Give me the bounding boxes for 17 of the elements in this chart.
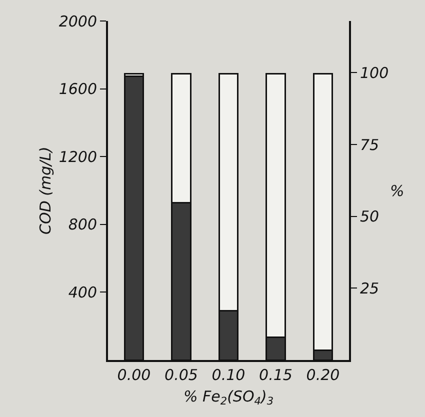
y-axis-title: COD (mg/L) [36, 146, 55, 234]
y-tick-label: 1600 [58, 80, 97, 98]
x-tick-label: 0.20 [306, 366, 340, 384]
y2-tick-label: 100 [360, 64, 389, 82]
x-tick-label: 0.05 [164, 366, 198, 384]
x-tick-label: 0.15 [259, 366, 292, 384]
y-tick-label: 800 [68, 216, 97, 234]
y-tick-label: 2000 [58, 12, 97, 30]
y-tick-label: 1200 [58, 148, 97, 166]
x-axis-title: % Fe$_{2}$(SO$_{4}$)$_{3}$ [184, 388, 274, 408]
x-tick-label: 0.10 [212, 366, 246, 384]
y2-axis-title: % [390, 182, 404, 200]
y-tick-label: 400 [68, 283, 97, 302]
y2-tick-label: 75 [360, 136, 380, 154]
x-tick-label: 0.00 [117, 366, 151, 384]
y2-tick-label: 25 [360, 279, 380, 298]
y2-tick-label: 50 [360, 208, 380, 226]
